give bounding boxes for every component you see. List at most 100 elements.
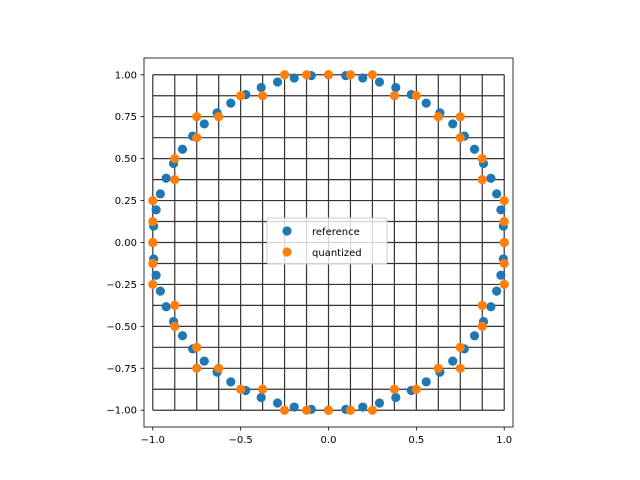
point-quantized [170,300,180,310]
point-reference [374,398,385,408]
data-points [148,70,509,415]
legend-box [266,217,388,265]
y-tick-label: 0.75 [115,112,137,123]
point-reference [358,73,368,83]
point-quantized [477,321,487,331]
point-quantized [170,175,180,185]
point-reference [161,173,171,183]
point-quantized [477,154,487,164]
point-quantized [411,384,421,394]
legend-marker-quantized [282,247,292,257]
point-reference [486,302,496,312]
x-tick-label: 0.5 [408,435,424,446]
point-quantized [345,70,356,80]
point-reference [492,189,502,199]
point-reference [289,73,299,83]
point-reference [469,144,480,154]
point-quantized [170,321,180,331]
point-quantized [499,216,509,227]
x-tick-label: −0.5 [228,435,252,446]
point-quantized [192,112,202,122]
point-quantized [499,279,509,290]
point-quantized [148,279,158,290]
point-reference [496,205,506,215]
legend-label: quantized [312,248,362,259]
point-reference [161,302,171,312]
point-quantized [477,300,487,310]
point-reference [256,82,266,93]
point-reference [177,331,188,341]
point-quantized [345,405,356,415]
y-tick-label: 1.00 [115,70,137,81]
x-tick-label: 1.0 [496,435,512,446]
point-quantized [148,195,158,206]
point-quantized [192,133,202,143]
point-reference [155,189,165,199]
point-quantized [455,342,465,352]
point-reference [177,144,188,154]
point-quantized [301,70,312,80]
point-quantized [236,91,246,101]
point-quantized [148,237,158,248]
y-tick-label: −1.00 [106,406,137,417]
y-tick-label: −0.25 [106,280,137,291]
point-quantized [258,91,268,101]
point-quantized [170,154,180,164]
point-quantized [499,258,509,269]
point-quantized [279,70,290,80]
y-tick-label: −0.50 [106,322,137,333]
point-reference [151,270,161,280]
point-reference [421,377,431,387]
point-quantized [148,216,158,227]
point-reference [448,119,458,129]
point-quantized [499,237,509,248]
point-quantized [411,91,421,101]
y-tick-label: 0.50 [115,154,137,165]
point-reference [272,77,283,87]
point-quantized [367,70,378,80]
point-quantized [323,70,334,80]
point-quantized [279,405,290,415]
point-quantized [389,91,399,101]
point-reference [486,173,496,183]
point-quantized [192,342,202,352]
point-reference [448,356,458,366]
point-reference [155,286,165,296]
point-quantized [499,195,509,206]
point-quantized [389,384,399,394]
point-quantized [455,112,465,122]
point-reference [492,286,502,296]
point-reference [226,377,236,387]
point-reference [374,77,385,87]
point-reference [199,119,209,129]
y-tick-label: 0.00 [115,238,137,249]
x-tick-label: 0.0 [321,435,337,446]
point-reference [151,205,161,215]
point-quantized [214,112,224,122]
point-reference [272,398,283,408]
point-quantized [455,133,465,143]
point-quantized [433,363,443,373]
point-reference [496,270,506,280]
point-reference [226,98,236,108]
point-reference [358,402,368,412]
point-quantized [148,258,158,269]
point-reference [289,402,299,412]
point-quantized [214,363,224,373]
point-reference [391,82,401,93]
legend-marker-reference [282,226,292,236]
x-tick-label: −1.0 [141,435,165,446]
point-reference [391,392,401,403]
point-quantized [455,363,465,373]
point-quantized [258,384,268,394]
point-quantized [433,112,443,122]
legend: reference quantized [266,217,388,265]
axes: −1.0 −0.5 0.0 0.5 1.0 −1.00 −0.75 −0.50 −0.25 0.0… [106,57,514,446]
point-quantized [301,405,312,415]
y-tick-label: 0.25 [115,196,137,207]
point-reference [421,98,431,108]
point-reference [199,356,209,366]
point-quantized [192,363,202,373]
point-quantized [477,175,487,185]
